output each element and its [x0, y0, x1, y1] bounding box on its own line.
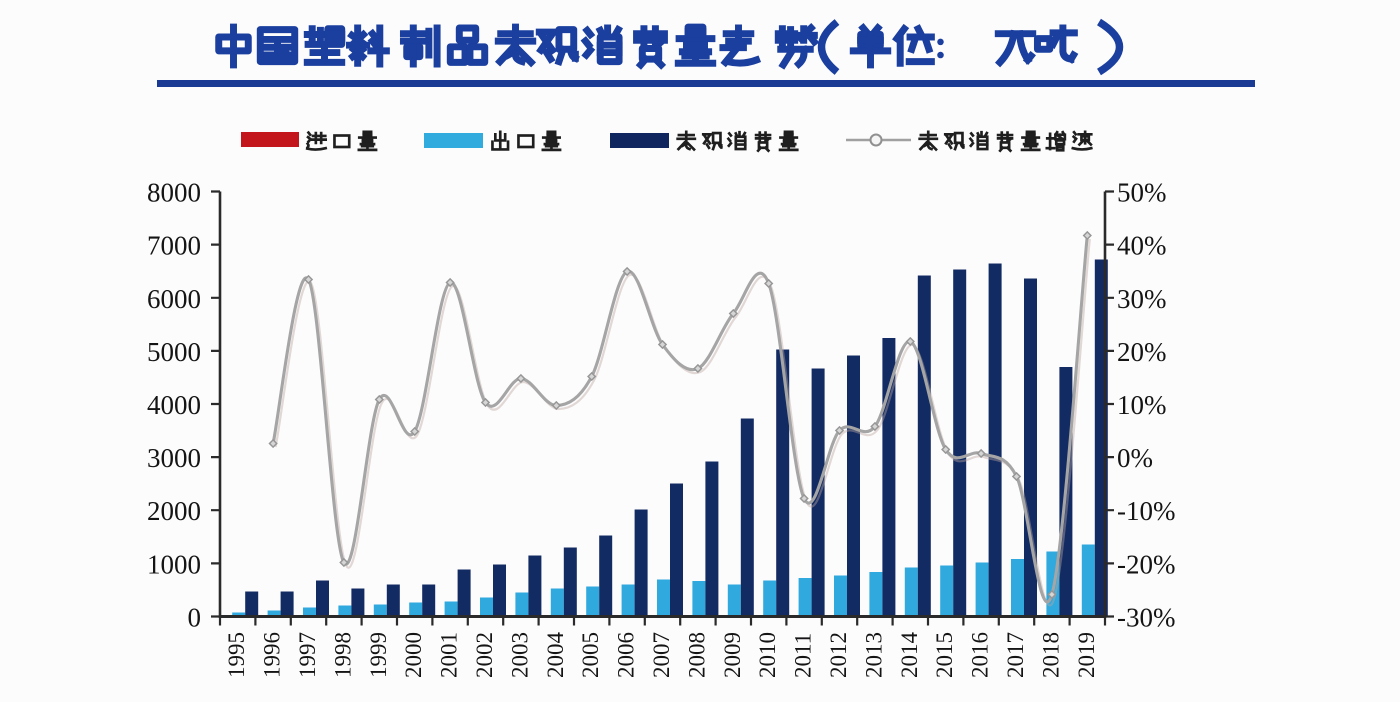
svg-text:2018: 2018 — [1038, 632, 1063, 678]
svg-text:10%: 10% — [1117, 390, 1167, 420]
svg-text:2016: 2016 — [968, 632, 993, 678]
svg-text:2005: 2005 — [578, 632, 603, 678]
svg-text:30%: 30% — [1117, 284, 1167, 314]
svg-text:2009: 2009 — [720, 632, 745, 678]
svg-text:2000: 2000 — [147, 496, 201, 526]
svg-text:2003: 2003 — [507, 632, 532, 678]
svg-text:50%: 50% — [1117, 178, 1167, 208]
svg-text:2013: 2013 — [861, 632, 886, 678]
svg-text:2015: 2015 — [932, 632, 957, 678]
svg-text:-20%: -20% — [1117, 549, 1175, 579]
svg-text:2001: 2001 — [437, 632, 462, 678]
svg-text:1998: 1998 — [330, 632, 355, 678]
svg-text:-10%: -10% — [1117, 496, 1175, 526]
svg-text:5000: 5000 — [147, 337, 201, 367]
svg-text:3000: 3000 — [147, 443, 201, 473]
svg-text:1000: 1000 — [147, 549, 201, 579]
svg-text:2007: 2007 — [649, 632, 674, 678]
svg-text:7000: 7000 — [147, 231, 201, 261]
svg-text:8000: 8000 — [147, 178, 201, 208]
svg-text:1996: 1996 — [260, 632, 285, 678]
svg-text:40%: 40% — [1117, 231, 1167, 261]
svg-text:4000: 4000 — [147, 390, 201, 420]
svg-text:1995: 1995 — [224, 632, 249, 678]
svg-text:-30%: -30% — [1117, 603, 1175, 633]
svg-text:6000: 6000 — [147, 284, 201, 314]
svg-text:0%: 0% — [1117, 443, 1153, 473]
svg-text:2014: 2014 — [897, 632, 922, 679]
svg-text:2011: 2011 — [791, 633, 816, 678]
svg-text:1997: 1997 — [295, 632, 320, 678]
svg-text:2012: 2012 — [826, 632, 851, 678]
svg-text:2006: 2006 — [614, 632, 639, 678]
svg-text:0: 0 — [188, 603, 202, 633]
svg-text:2000: 2000 — [401, 632, 426, 678]
svg-text:20%: 20% — [1117, 337, 1167, 367]
svg-text:2002: 2002 — [472, 632, 497, 678]
svg-text:2010: 2010 — [755, 632, 780, 678]
svg-text:2004: 2004 — [543, 632, 568, 679]
svg-text:2017: 2017 — [1003, 632, 1028, 678]
svg-text:2008: 2008 — [684, 632, 709, 678]
svg-text:2019: 2019 — [1074, 632, 1099, 678]
svg-text:1999: 1999 — [366, 632, 391, 678]
